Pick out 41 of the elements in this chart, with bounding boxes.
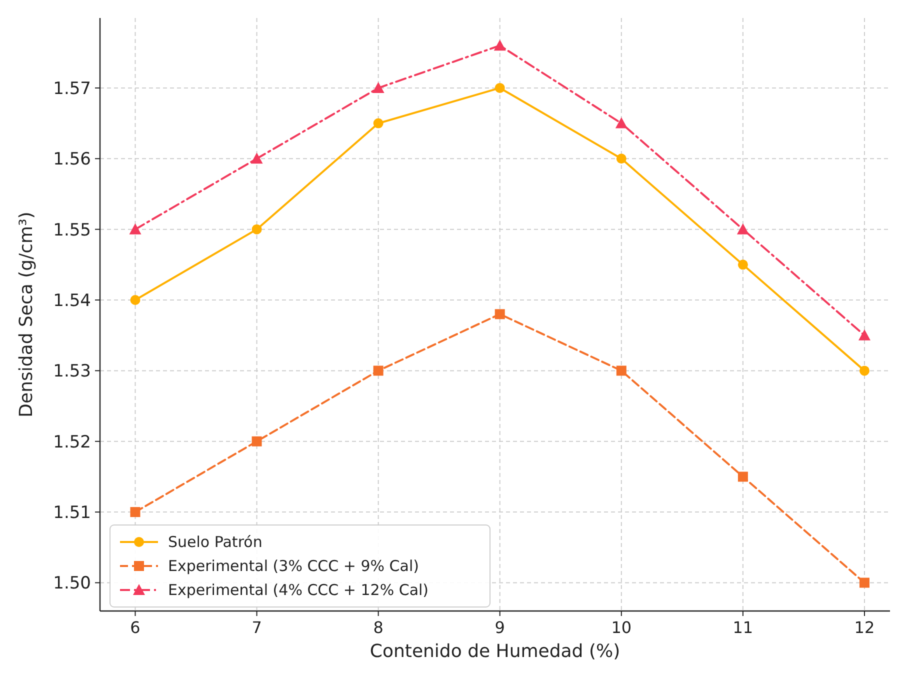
legend-label: Experimental (3% CCC + 9% Cal): [168, 557, 419, 575]
point: [859, 578, 870, 588]
point: [615, 117, 628, 128]
point: [736, 223, 749, 234]
point: [250, 152, 263, 164]
point: [859, 366, 870, 376]
point: [494, 309, 505, 320]
point: [373, 366, 384, 376]
y-tick-label: 1.55: [53, 220, 91, 240]
point: [738, 260, 748, 270]
y-tick-label: 1.54: [53, 291, 91, 312]
x-tick-label: 10: [611, 618, 632, 637]
x-tick-label: 7: [252, 618, 262, 637]
y-tick-label: 1.51: [53, 503, 91, 524]
x-tick-label: 8: [373, 618, 384, 637]
point: [252, 224, 262, 234]
point: [494, 82, 505, 93]
point: [130, 507, 140, 518]
point: [372, 82, 384, 93]
y-tick-label: 1.53: [53, 362, 91, 382]
x-tick-label: 12: [854, 618, 875, 637]
point: [616, 154, 626, 164]
point: [738, 472, 748, 482]
point: [252, 436, 262, 446]
y-tick-label: 1.50: [53, 574, 91, 594]
point: [858, 329, 870, 340]
x-tick-label: 9: [494, 618, 505, 637]
x-tick-label: 6: [130, 618, 140, 637]
point: [130, 295, 140, 306]
point: [129, 223, 142, 234]
x-tick-label: 11: [732, 618, 754, 637]
legend-label: Suelo Patrón: [168, 533, 262, 551]
y-tick-label: 1.52: [53, 432, 91, 452]
point: [616, 366, 626, 376]
point: [494, 40, 506, 51]
point: [373, 118, 384, 128]
y-tick-label: 1.57: [53, 78, 91, 99]
y-tick-label: 1.56: [53, 150, 91, 170]
legend-label: Experimental (4% CCC + 12% Cal): [168, 581, 429, 599]
x-axis-title: Contenido de Humedad (%): [370, 641, 620, 662]
y-axis-title: Densidad Seca (g/cm³): [16, 212, 37, 418]
